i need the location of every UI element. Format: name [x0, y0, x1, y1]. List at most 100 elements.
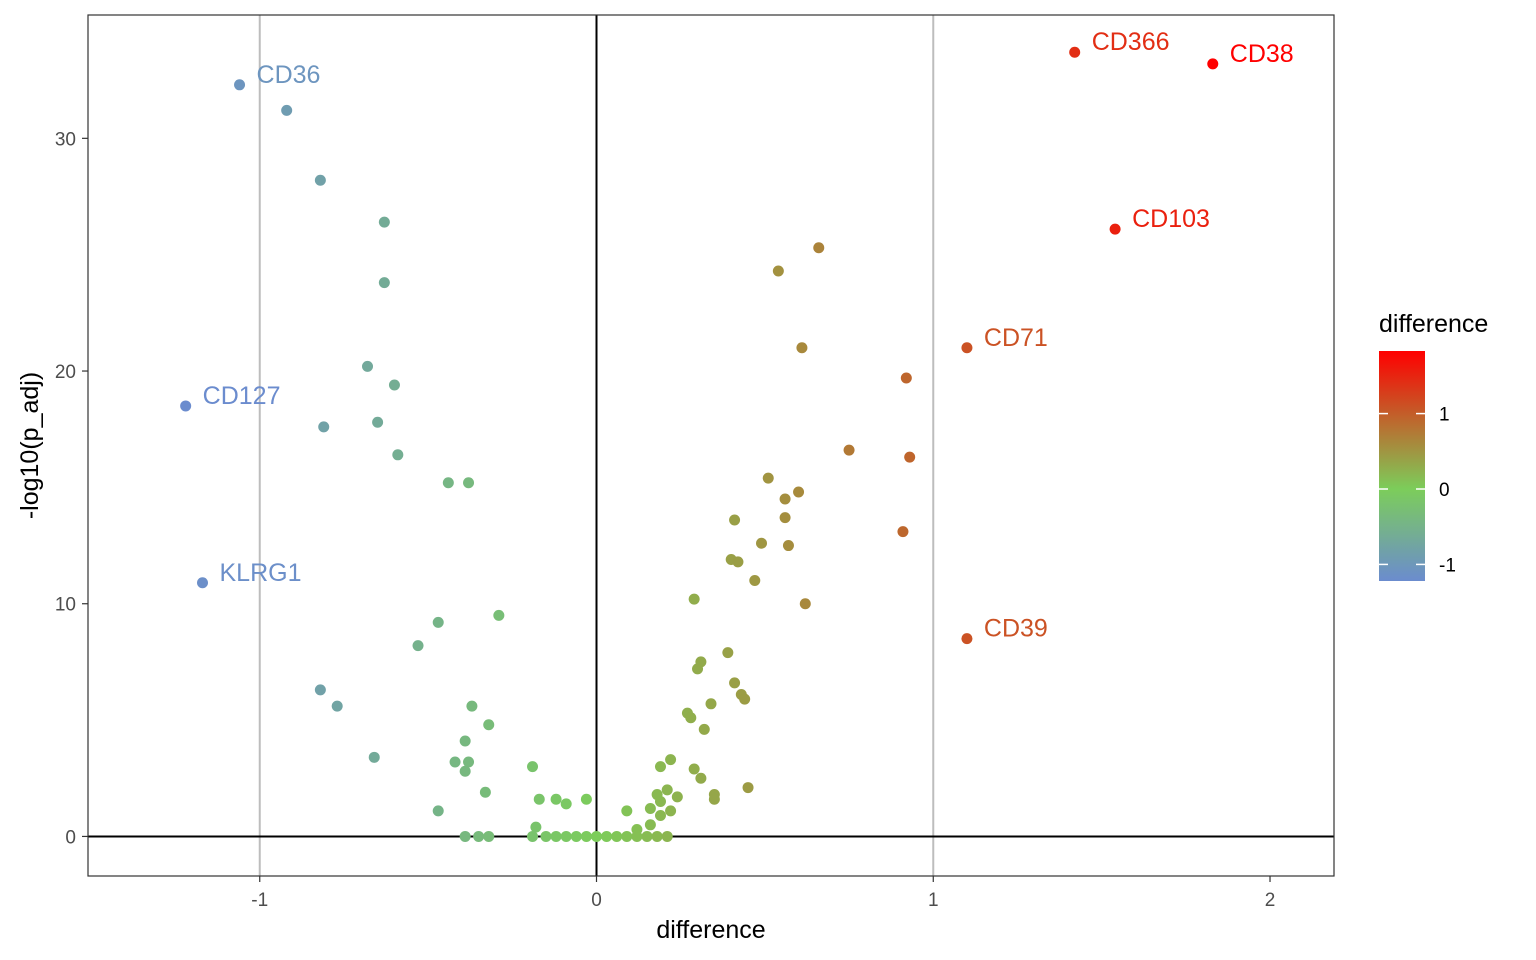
data-point	[611, 830, 623, 842]
point-label: CD71	[984, 324, 1048, 352]
data-point	[762, 472, 774, 484]
data-point	[580, 830, 592, 842]
data-point	[378, 277, 390, 289]
point-label: CD103	[1132, 205, 1210, 233]
point-label: CD38	[1230, 40, 1294, 68]
data-point	[688, 763, 700, 775]
data-point	[779, 512, 791, 524]
data-point	[621, 830, 633, 842]
data-point	[378, 216, 390, 228]
point-label: CD366	[1092, 28, 1170, 56]
labeled-point	[1109, 223, 1121, 235]
data-point	[749, 574, 761, 586]
data-point	[281, 104, 293, 116]
x-tick-label: -1	[251, 890, 268, 911]
data-point	[644, 819, 656, 831]
data-point	[742, 782, 754, 794]
data-point	[654, 809, 666, 821]
data-point	[580, 793, 592, 805]
legend-label: 1	[1439, 405, 1450, 426]
data-point	[671, 791, 683, 803]
y-axis: 0 10 20 30	[55, 129, 88, 848]
data-point	[560, 830, 572, 842]
y-axis-title: -log10(p_adj)	[16, 372, 44, 519]
data-point	[432, 805, 444, 817]
data-point	[843, 444, 855, 456]
data-point	[665, 754, 677, 766]
data-point	[722, 647, 734, 659]
x-axis: -1 0 1 2	[251, 876, 1275, 911]
data-point	[540, 830, 552, 842]
labeled-point	[961, 633, 973, 645]
data-point	[560, 798, 572, 810]
data-point	[796, 342, 808, 354]
point-label: CD36	[257, 61, 321, 89]
data-point	[644, 803, 656, 815]
data-point	[368, 751, 380, 763]
data-point	[799, 598, 811, 610]
labeled-point	[180, 400, 192, 412]
legend-colorbar	[1379, 351, 1425, 581]
data-point	[695, 656, 707, 668]
x-tick-label: 2	[1265, 890, 1276, 911]
data-point	[466, 700, 478, 712]
data-point	[661, 830, 673, 842]
data-points	[180, 46, 1219, 842]
data-point	[782, 540, 794, 552]
data-point	[661, 784, 673, 796]
data-point	[631, 823, 643, 835]
point-labels: CD38 CD366 CD103 CD71 CD39 CD36 CD127 KLRG1	[203, 28, 1294, 642]
y-tick-label: 0	[65, 827, 76, 848]
data-point	[641, 830, 653, 842]
x-tick-label: 0	[591, 890, 602, 911]
data-point	[897, 526, 909, 538]
data-point	[483, 830, 495, 842]
data-point	[362, 360, 374, 372]
plot-panel-border	[87, 14, 1335, 877]
data-point	[793, 486, 805, 498]
labeled-point	[196, 577, 208, 589]
data-point	[314, 174, 326, 186]
data-point	[904, 451, 916, 463]
data-point	[739, 693, 751, 705]
data-point	[459, 830, 471, 842]
data-point	[772, 265, 784, 277]
legend: difference 1 0 -1	[1379, 310, 1488, 581]
point-label: KLRG1	[219, 559, 301, 587]
data-point	[550, 830, 562, 842]
y-tick-label: 20	[55, 362, 76, 383]
data-point	[729, 514, 741, 526]
data-point	[459, 765, 471, 777]
legend-title: difference	[1379, 310, 1488, 338]
point-label: CD39	[984, 615, 1048, 643]
plot-panel	[88, 15, 1334, 876]
labeled-point	[234, 79, 246, 91]
data-point	[412, 640, 424, 652]
data-point	[442, 477, 454, 489]
data-point	[729, 677, 741, 689]
y-tick-label: 30	[55, 129, 76, 150]
data-point	[813, 242, 825, 254]
labeled-point	[1207, 58, 1219, 70]
data-point	[527, 761, 539, 773]
data-point	[688, 593, 700, 605]
data-point	[392, 449, 404, 461]
data-point	[459, 735, 471, 747]
data-point	[708, 793, 720, 805]
data-point	[695, 772, 707, 784]
data-point	[756, 537, 768, 549]
labeled-point	[1069, 46, 1081, 58]
data-point	[530, 821, 542, 833]
data-point	[493, 609, 505, 621]
data-point	[654, 761, 666, 773]
data-point	[432, 616, 444, 628]
data-point	[591, 830, 603, 842]
data-point	[550, 793, 562, 805]
x-tick-label: 1	[928, 890, 939, 911]
data-point	[483, 719, 495, 731]
x-axis-title: difference	[656, 916, 765, 944]
data-point	[331, 700, 343, 712]
point-label: CD127	[203, 382, 281, 410]
data-point	[463, 756, 475, 768]
